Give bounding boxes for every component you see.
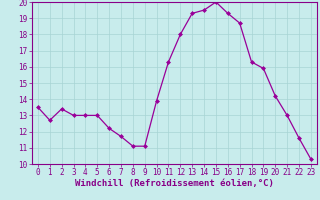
X-axis label: Windchill (Refroidissement éolien,°C): Windchill (Refroidissement éolien,°C) xyxy=(75,179,274,188)
